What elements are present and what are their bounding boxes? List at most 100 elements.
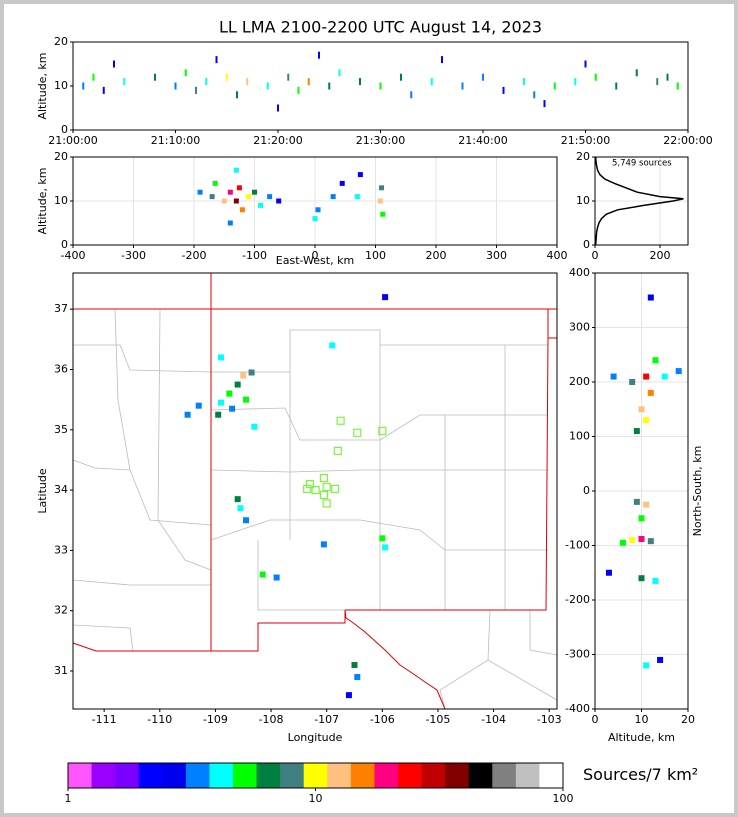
x-tick-label: 200 — [426, 249, 447, 262]
source-point — [605, 569, 612, 576]
source-point — [243, 517, 250, 524]
x-tick-label: -108 — [259, 713, 284, 726]
y-tick-label: 400 — [569, 266, 590, 279]
source-point — [357, 172, 363, 178]
county-line — [157, 309, 212, 571]
x-tick-label: 1 — [65, 792, 72, 805]
source-point — [584, 60, 587, 68]
source-point — [574, 78, 577, 86]
source-point — [227, 189, 233, 195]
x-tick-label: -107 — [314, 713, 339, 726]
source-point — [276, 198, 282, 204]
county-line — [210, 469, 548, 473]
y-tick-label: 35 — [54, 423, 68, 436]
source-point — [251, 423, 258, 430]
colorbar-segment — [233, 763, 258, 788]
colorbar-segment — [115, 763, 140, 788]
source-point — [259, 571, 266, 578]
station — [319, 473, 329, 483]
station — [336, 416, 345, 425]
x-tick-label: 21:10:00 — [151, 134, 200, 147]
source-point — [221, 198, 227, 204]
colorbar-segment — [162, 763, 187, 788]
source-point — [82, 82, 85, 90]
source-point — [533, 91, 536, 99]
colorbar-segment — [398, 763, 423, 788]
colorbar-segment — [256, 763, 281, 788]
source-point — [638, 515, 645, 522]
y-tick-label: -400 — [565, 702, 590, 715]
source-point — [258, 202, 264, 208]
source-point — [217, 354, 224, 361]
y-tick-label: 32 — [54, 604, 68, 617]
x-tick-label: -110 — [147, 713, 172, 726]
state-border — [72, 610, 346, 652]
y-tick-label: 10 — [54, 194, 68, 207]
x-axis-label: Longitude — [288, 731, 343, 744]
county-line — [257, 540, 345, 611]
plot-area — [73, 157, 557, 245]
source-point — [237, 505, 244, 512]
x-tick-label: -109 — [203, 713, 228, 726]
station — [319, 490, 329, 500]
source-point — [638, 535, 645, 542]
source-point — [273, 574, 280, 581]
y-tick-label: 300 — [569, 321, 590, 334]
source-point — [195, 86, 197, 94]
x-tick-label: 200 — [650, 249, 671, 262]
x-tick-label: 100 — [553, 792, 574, 805]
annotation: 5,749 sources — [612, 159, 672, 169]
source-point — [195, 402, 202, 409]
source-point — [379, 82, 382, 90]
colorbar-segment — [68, 763, 93, 788]
source-point — [410, 91, 413, 99]
plot-area — [595, 273, 688, 709]
colorbar-label: Sources/7 km² — [583, 765, 698, 784]
source-point — [113, 60, 115, 68]
x-tick-label: 21:00:00 — [48, 134, 97, 147]
source-point — [225, 73, 228, 81]
station — [333, 446, 342, 455]
source-point — [246, 78, 249, 86]
y-tick-label: 36 — [54, 362, 68, 375]
x-tick-label: -200 — [182, 249, 207, 262]
source-point — [635, 69, 638, 77]
y-tick-label: 100 — [569, 430, 590, 443]
source-point — [377, 198, 383, 204]
source-point — [666, 73, 669, 81]
x-tick-label: 22:00:00 — [663, 134, 712, 147]
source-point — [233, 198, 239, 204]
source-point — [354, 674, 361, 681]
source-point — [339, 180, 345, 186]
source-point — [619, 539, 626, 546]
source-point — [643, 501, 650, 508]
x-tick-label: -100 — [242, 249, 267, 262]
colorbar-segment — [515, 763, 540, 788]
y-axis-label: North-South, km — [691, 446, 704, 537]
station — [303, 484, 312, 493]
source-point — [354, 194, 360, 200]
colorbar-segment — [303, 763, 328, 788]
source-point — [307, 78, 310, 86]
y-axis-label: Latitude — [36, 468, 49, 514]
y-tick-label: 34 — [54, 483, 68, 496]
source-point — [245, 194, 251, 200]
figure-background — [4, 4, 734, 813]
source-point — [400, 73, 402, 81]
y-tick-label: 20 — [576, 150, 590, 163]
station — [322, 482, 331, 492]
y-tick-label: -200 — [565, 593, 590, 606]
source-point — [102, 86, 105, 94]
source-point — [523, 78, 525, 86]
county-line — [210, 519, 548, 551]
source-point — [217, 399, 224, 406]
source-point — [661, 373, 668, 380]
y-axis-label: Altitude, km — [36, 52, 49, 119]
state-border — [345, 309, 549, 611]
source-point — [652, 577, 659, 584]
x-tick-label: 21:20:00 — [253, 134, 302, 147]
y-tick-label: 10 — [576, 194, 590, 207]
station — [305, 479, 315, 489]
y-tick-label: 31 — [54, 664, 68, 677]
